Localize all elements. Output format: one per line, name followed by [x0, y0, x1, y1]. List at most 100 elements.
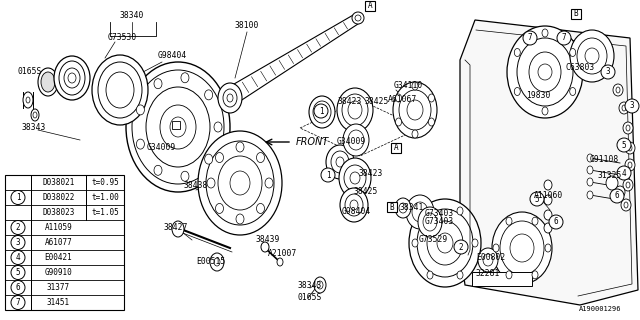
Ellipse shape	[515, 49, 520, 57]
Bar	[365, 1, 375, 11]
Text: 5: 5	[534, 195, 540, 204]
Ellipse shape	[538, 64, 552, 80]
Ellipse shape	[412, 239, 418, 247]
Ellipse shape	[624, 202, 628, 208]
Ellipse shape	[170, 117, 186, 137]
Text: t=1.00: t=1.00	[91, 193, 119, 202]
Ellipse shape	[313, 101, 331, 123]
Circle shape	[610, 189, 624, 203]
Ellipse shape	[625, 142, 635, 154]
Ellipse shape	[38, 68, 58, 96]
Text: 0165S: 0165S	[298, 293, 323, 302]
Text: 38438: 38438	[184, 181, 209, 190]
Ellipse shape	[399, 90, 431, 130]
Bar	[571, 9, 581, 19]
Text: 7: 7	[562, 34, 566, 43]
Text: 7: 7	[16, 298, 20, 307]
Ellipse shape	[26, 97, 30, 103]
Ellipse shape	[98, 62, 142, 118]
Ellipse shape	[626, 182, 630, 188]
Ellipse shape	[136, 105, 145, 115]
Ellipse shape	[457, 207, 463, 215]
Ellipse shape	[205, 154, 212, 164]
Text: 2: 2	[459, 243, 463, 252]
Ellipse shape	[493, 244, 499, 252]
Ellipse shape	[510, 234, 534, 262]
Text: 31451: 31451	[47, 298, 70, 307]
Ellipse shape	[545, 244, 551, 252]
Ellipse shape	[309, 96, 335, 128]
Text: 3: 3	[16, 238, 20, 247]
Circle shape	[11, 236, 25, 250]
Ellipse shape	[218, 83, 242, 113]
Ellipse shape	[506, 271, 512, 279]
Ellipse shape	[277, 258, 283, 266]
Bar	[472, 272, 532, 286]
Ellipse shape	[623, 179, 633, 191]
Text: A190001296: A190001296	[579, 306, 621, 312]
Text: 3: 3	[630, 101, 634, 110]
Circle shape	[11, 251, 25, 265]
Circle shape	[601, 65, 615, 79]
Ellipse shape	[205, 90, 212, 100]
Text: 38341: 38341	[400, 203, 424, 212]
Ellipse shape	[412, 82, 418, 90]
Ellipse shape	[437, 233, 453, 253]
Ellipse shape	[318, 107, 326, 117]
Text: G34110: G34110	[394, 82, 423, 91]
Ellipse shape	[342, 94, 368, 126]
Ellipse shape	[587, 191, 593, 199]
Ellipse shape	[348, 130, 364, 150]
Ellipse shape	[395, 198, 411, 218]
Text: A11060: A11060	[534, 190, 563, 199]
Ellipse shape	[355, 15, 361, 21]
Ellipse shape	[132, 70, 224, 184]
Circle shape	[617, 166, 631, 180]
Ellipse shape	[615, 186, 625, 198]
Text: G73403: G73403	[425, 217, 454, 226]
Ellipse shape	[478, 248, 498, 272]
Ellipse shape	[207, 178, 215, 188]
Ellipse shape	[472, 239, 478, 247]
Text: 31377: 31377	[47, 283, 70, 292]
Ellipse shape	[92, 55, 148, 125]
Ellipse shape	[336, 157, 344, 167]
Text: 38423: 38423	[359, 170, 383, 179]
Ellipse shape	[587, 178, 593, 186]
Ellipse shape	[412, 202, 428, 222]
Ellipse shape	[59, 61, 85, 95]
Ellipse shape	[542, 107, 548, 115]
Ellipse shape	[544, 210, 552, 220]
Text: 4: 4	[16, 253, 20, 262]
Ellipse shape	[532, 271, 538, 279]
Ellipse shape	[236, 142, 244, 152]
Text: t=1.05: t=1.05	[91, 208, 119, 217]
Ellipse shape	[507, 26, 583, 118]
Ellipse shape	[623, 122, 633, 134]
Ellipse shape	[532, 217, 538, 225]
Circle shape	[11, 266, 25, 279]
Ellipse shape	[41, 72, 55, 92]
Ellipse shape	[261, 242, 269, 252]
Ellipse shape	[344, 165, 366, 191]
Text: 2: 2	[16, 223, 20, 232]
Ellipse shape	[106, 72, 134, 108]
Ellipse shape	[257, 153, 264, 163]
Text: A: A	[394, 143, 398, 153]
Ellipse shape	[350, 200, 358, 210]
Text: 7: 7	[528, 34, 532, 43]
Ellipse shape	[340, 188, 368, 222]
Ellipse shape	[331, 151, 349, 173]
Ellipse shape	[517, 38, 573, 106]
Ellipse shape	[483, 254, 493, 266]
Ellipse shape	[337, 88, 373, 132]
Ellipse shape	[542, 29, 548, 37]
Ellipse shape	[64, 68, 80, 88]
Ellipse shape	[350, 172, 360, 184]
Ellipse shape	[628, 162, 632, 168]
Text: 1: 1	[326, 171, 330, 180]
Text: 38343: 38343	[22, 124, 46, 132]
Ellipse shape	[407, 100, 423, 120]
Ellipse shape	[317, 281, 323, 289]
Ellipse shape	[621, 199, 631, 211]
